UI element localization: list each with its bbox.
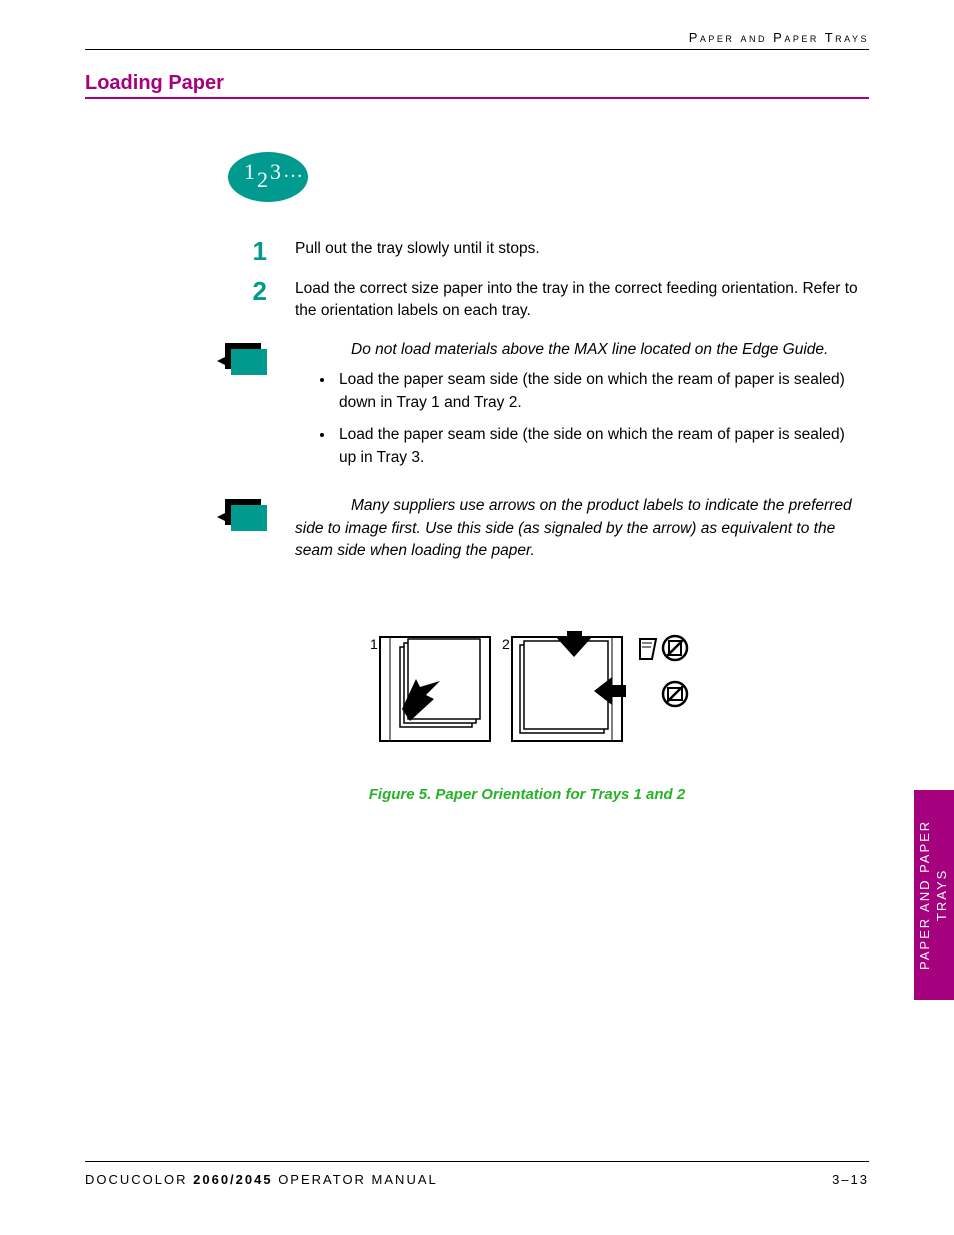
svg-text:2: 2	[502, 636, 510, 652]
step-number: 1	[85, 238, 295, 264]
step-text: Load the correct size paper into the tra…	[295, 278, 869, 323]
paper-orientation-diagram-icon: 1 2	[362, 631, 692, 761]
note-italic: Many suppliers use arrows on the product…	[295, 495, 859, 562]
side-tab-line1: PAPER AND PAPER	[917, 820, 932, 970]
header-rule	[85, 49, 869, 50]
page-footer: DOCUCOLOR 2060/2045 OPERATOR MANUAL 3–13	[85, 1161, 869, 1187]
step-2: 2 Load the correct size paper into the t…	[85, 278, 869, 323]
footer-manual-title: DOCUCOLOR 2060/2045 OPERATOR MANUAL	[85, 1172, 438, 1187]
steps-badge: 1 2 3 …	[225, 149, 869, 210]
page-content: Paper and Paper Trays Loading Paper 1 2 …	[85, 30, 869, 1185]
note-icon	[215, 497, 267, 539]
svg-text:2: 2	[257, 167, 268, 192]
bullet-item: Load the paper seam side (the side on wh…	[335, 369, 859, 414]
step-text: Pull out the tray slowly until it stops.	[295, 238, 869, 264]
svg-text:…: …	[283, 160, 303, 182]
figure: 1 2	[85, 631, 869, 803]
123-badge-icon: 1 2 3 …	[225, 149, 311, 205]
step-number: 2	[85, 278, 295, 323]
step-1: 1 Pull out the tray slowly until it stop…	[85, 238, 869, 264]
side-tab-line2: TRAYS	[934, 869, 949, 921]
page-number: 3–13	[832, 1172, 869, 1187]
section-title: Loading Paper	[85, 72, 869, 95]
section-rule	[85, 97, 869, 99]
note-italic: Do not load materials above the MAX line…	[295, 339, 859, 361]
svg-text:1: 1	[244, 159, 255, 184]
bullet-item: Load the paper seam side (the side on wh…	[335, 424, 859, 469]
footer-rule	[85, 1161, 869, 1162]
svg-text:3: 3	[270, 159, 281, 184]
figure-caption: Figure 5. Paper Orientation for Trays 1 …	[185, 786, 869, 803]
note-block-1: Do not load materials above the MAX line…	[85, 339, 869, 479]
note-bullets: Load the paper seam side (the side on wh…	[295, 369, 859, 469]
svg-text:1: 1	[370, 636, 378, 652]
note-icon	[215, 341, 267, 383]
running-header: Paper and Paper Trays	[85, 30, 869, 45]
note-block-2: Many suppliers use arrows on the product…	[85, 495, 869, 570]
chapter-side-tab: PAPER AND PAPER TRAYS	[914, 790, 954, 1000]
